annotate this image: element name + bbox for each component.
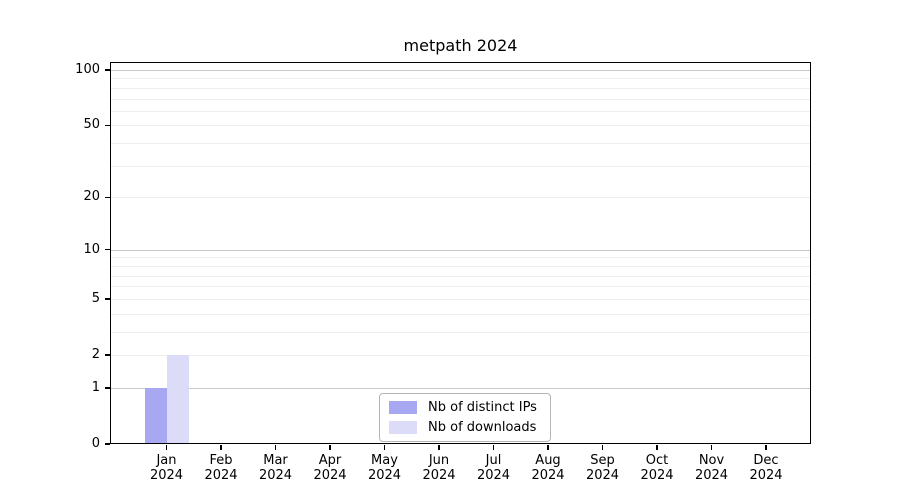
x-tick-label: Nov 2024 (694, 453, 729, 483)
y-tick-mark (105, 354, 110, 356)
x-tick-mark (383, 445, 386, 450)
y-tick-mark (105, 443, 110, 445)
x-tick-mark (329, 445, 331, 450)
x-tick-mark (765, 445, 767, 450)
legend-label-distinct-ips: Nb of distinct IPs (428, 400, 537, 415)
x-tick-mark (547, 445, 549, 450)
bar-nb-of-distinct-ips-jan (144, 387, 167, 443)
major-gridline (111, 387, 810, 389)
minor-gridline (111, 331, 810, 333)
minor-gridline (111, 275, 810, 277)
legend-item-downloads: Nb of downloads (389, 420, 537, 435)
x-tick-label: Sep 2024 (585, 453, 620, 483)
x-tick-mark (492, 445, 495, 450)
minor-gridline (111, 87, 810, 89)
minor-gridline (111, 125, 810, 127)
legend: Nb of distinct IPs Nb of downloads (379, 393, 551, 442)
x-tick-label: May 2024 (367, 453, 402, 483)
plot-border (110, 62, 811, 444)
y-tick-mark (105, 69, 110, 71)
legend-label-downloads: Nb of downloads (428, 420, 537, 435)
x-tick-mark (165, 445, 168, 450)
x-tick-mark (274, 445, 277, 450)
y-tick-mark (105, 298, 110, 300)
major-gridline (111, 249, 810, 251)
y-tick-label: 5 (91, 290, 100, 306)
x-tick-mark (438, 445, 440, 450)
x-tick-mark (220, 445, 222, 450)
y-tick-label: 2 (91, 347, 100, 362)
x-tick-mark (656, 445, 658, 450)
x-tick-label: Jun 2024 (422, 453, 456, 483)
minor-gridline (111, 298, 810, 300)
legend-swatch-downloads (389, 421, 417, 434)
minor-gridline (111, 165, 810, 167)
minor-gridline (111, 98, 810, 100)
x-tick-label: Jul 2024 (476, 453, 511, 483)
legend-swatch-distinct-ips (389, 401, 417, 414)
minor-gridline (111, 265, 810, 267)
major-gridline (111, 70, 810, 71)
minor-gridline (111, 143, 810, 145)
minor-gridline (111, 78, 810, 80)
legend-item-distinct-ips: Nb of distinct IPs (389, 400, 537, 415)
x-tick-mark (710, 445, 713, 450)
x-tick-mark (601, 445, 604, 450)
x-tick-label: Dec 2024 (749, 453, 783, 483)
x-tick-label: Oct 2024 (640, 453, 674, 483)
minor-gridline (111, 197, 810, 199)
minor-gridline (111, 313, 810, 315)
x-tick-label: Jan 2024 (149, 453, 184, 483)
x-tick-label: Feb 2024 (204, 453, 238, 483)
y-tick-label: 20 (83, 189, 100, 205)
x-tick-label: Apr 2024 (313, 453, 347, 483)
minor-gridline (111, 286, 810, 288)
chart-title: metpath 2024 (403, 36, 518, 55)
minor-gridline (111, 355, 810, 356)
y-tick-label: 0 (91, 436, 100, 451)
y-tick-mark (105, 248, 110, 251)
y-tick-mark (105, 124, 110, 127)
y-tick-label: 50 (83, 117, 100, 133)
y-tick-label: 10 (83, 241, 100, 257)
y-tick-label: 100 (75, 62, 100, 77)
y-tick-mark (105, 196, 110, 198)
y-tick-mark (105, 387, 110, 389)
minor-gridline (111, 257, 810, 259)
x-tick-label: Mar 2024 (258, 453, 293, 483)
minor-gridline (111, 110, 810, 112)
x-tick-label: Aug 2024 (531, 453, 565, 483)
y-tick-label: 1 (91, 379, 100, 395)
bar-nb-of-downloads-jan (166, 355, 189, 443)
